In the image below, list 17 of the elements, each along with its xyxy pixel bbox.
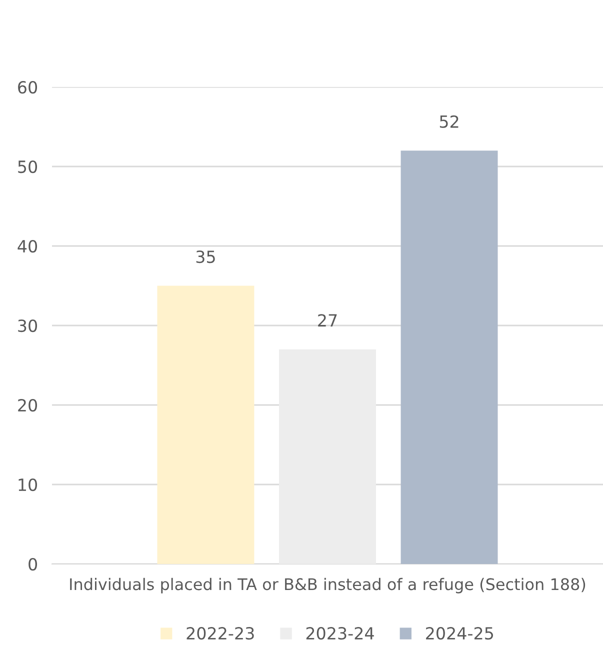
bar: [157, 286, 254, 564]
y-tick-label: 10: [18, 478, 38, 492]
y-tick-label: 60: [18, 80, 38, 94]
legend-label: 2024-25: [426, 626, 493, 640]
data-label: 27: [318, 314, 337, 326]
y-tick-label: 50: [18, 160, 38, 174]
y-tick-label: 0: [28, 558, 38, 571]
x-tick-label: Individuals placed in TA or B&B instead of a refuge (Section 188): [70, 578, 586, 594]
data-label: 35: [196, 250, 215, 264]
data-label: 52: [440, 115, 458, 128]
bar: [400, 150, 498, 564]
bar: [279, 349, 376, 564]
legend-label: 2023-24: [306, 626, 374, 640]
y-tick-label: 20: [18, 398, 38, 412]
y-tick-label: 40: [18, 240, 38, 253]
y-tick-label: 30: [18, 319, 38, 332]
legend-label: 2022-23: [186, 626, 254, 640]
